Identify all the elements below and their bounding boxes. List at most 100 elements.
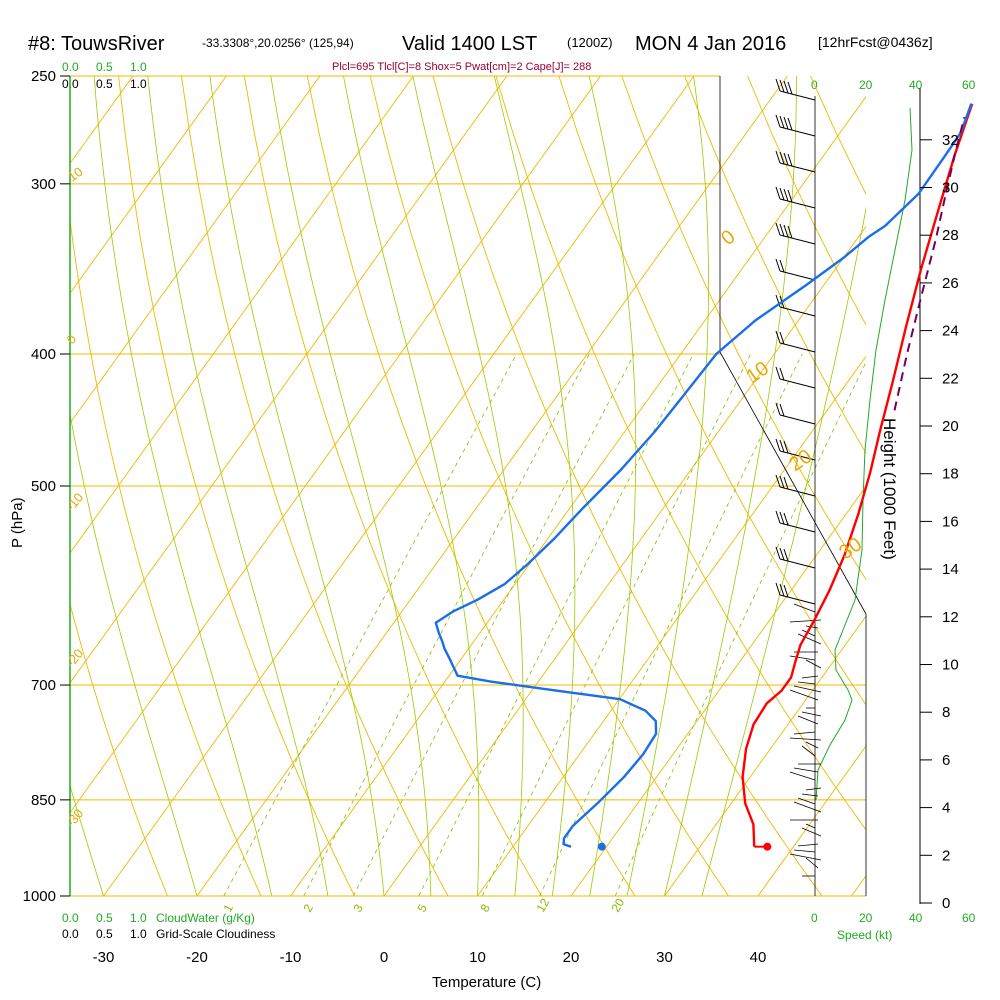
isotherm <box>664 615 866 896</box>
moist-adiabat <box>70 412 198 896</box>
svg-text:20: 20 <box>859 911 873 925</box>
station-coords: -33.3308°,20.0256° (125,94) <box>202 36 354 50</box>
wind-barb-flag <box>775 258 781 272</box>
wind-barb <box>801 711 822 717</box>
station-title: #8: TouwsRiver <box>28 33 165 55</box>
height-tick-label: 32 <box>942 132 959 149</box>
svg-text:0: 0 <box>811 911 818 925</box>
wind-barb-flag <box>779 439 785 453</box>
height-tick-label: 6 <box>942 752 950 769</box>
isotherm-label: 0 <box>717 226 740 250</box>
wind-barb-flag <box>779 547 785 561</box>
wind-barb-flag <box>779 475 785 489</box>
temperature-surface-point <box>763 842 772 851</box>
stability-indices: Plcl=695 Tlcl[C]=8 Shox=5 Pwat[cm]=2 Cap… <box>332 61 591 73</box>
height-tick-label: 28 <box>942 227 959 244</box>
moist-adiabat <box>626 76 709 896</box>
isobars <box>70 75 866 897</box>
moist-adiabats <box>70 76 866 896</box>
wind-barb-flag <box>779 583 785 597</box>
temperature-tick-label: -20 <box>186 949 208 966</box>
wind-barb <box>797 633 822 645</box>
wind-barb <box>779 270 816 281</box>
svg-text:60: 60 <box>962 78 976 92</box>
wind-barb <box>805 741 819 749</box>
wind-barb <box>779 522 816 533</box>
mixing-ratio-label: 2 <box>300 901 316 914</box>
wind-barb <box>793 767 819 773</box>
isotherm-label: 20 <box>785 445 816 476</box>
temperature-tick-label: 10 <box>469 949 486 966</box>
wind-barb-flag <box>775 438 781 452</box>
mixing-ratio-label: 8 <box>477 901 493 914</box>
mixing-ratio-line <box>614 361 866 896</box>
svg-text:20: 20 <box>859 78 873 92</box>
dry-adiabat <box>181 76 449 896</box>
wind-barb-flag <box>775 366 781 380</box>
wind-barb-flag <box>779 511 785 525</box>
wind-barb-flag <box>783 548 789 562</box>
wind-barb-flag <box>779 151 785 165</box>
svg-text:0.5: 0.5 <box>96 927 113 941</box>
isotherm <box>757 745 866 896</box>
isotherm-label: 10 <box>65 164 85 185</box>
height-tick-label: 22 <box>942 370 959 387</box>
wind-barb <box>801 827 822 837</box>
mixing-ratio-label: 5 <box>414 901 430 914</box>
isotherm <box>851 875 866 896</box>
wind-barb-flag <box>775 150 781 164</box>
wind-barb-flag <box>783 584 789 598</box>
wind-barb-flag <box>783 512 789 526</box>
pressure-tick-label: 250 <box>31 68 56 85</box>
moist-adiabat <box>270 76 432 896</box>
temperature-line <box>741 103 974 847</box>
svg-text:0.5: 0.5 <box>96 60 113 74</box>
mixing-ratio-label: 3 <box>350 901 366 914</box>
moist-adiabat <box>93 76 273 896</box>
wind-barb <box>779 378 816 389</box>
wind-barb <box>797 681 816 685</box>
height-tick-label: 2 <box>942 847 950 864</box>
dry-adiabat <box>369 76 729 896</box>
wind-barb <box>805 857 819 869</box>
isotherm-label: -10 <box>63 490 87 514</box>
height-tick-label: 24 <box>942 323 959 340</box>
wind-barb <box>789 619 822 623</box>
utc-time: (1200Z) <box>567 35 613 50</box>
wind-barb-flag <box>787 189 793 203</box>
dry-adiabat <box>495 76 866 831</box>
moist-adiabat <box>70 784 104 896</box>
wind-barb-flag <box>783 116 789 130</box>
pressure-tick-label: 400 <box>31 346 56 363</box>
svg-text:1.0: 1.0 <box>130 911 147 925</box>
moist-adiabat <box>664 76 797 896</box>
moist-adiabat <box>343 76 480 896</box>
dry-adiabat <box>306 76 636 896</box>
wind-barb-flag <box>783 80 789 94</box>
valid-time: Valid 1400 LST <box>402 33 537 55</box>
height-tick-label: 26 <box>942 275 959 292</box>
moist-adiabat <box>209 76 385 896</box>
wind-barbs <box>775 78 822 877</box>
height-tick-label: 8 <box>942 704 950 721</box>
wind-barb-flag <box>779 223 785 237</box>
dry-adiabat <box>684 76 866 454</box>
dry-adiabat <box>70 602 168 896</box>
dewpoint-surface-point <box>597 842 606 851</box>
speed-label: Speed (kt) <box>837 928 892 942</box>
wind-barb-flag <box>779 187 785 201</box>
wind-barb <box>789 655 816 661</box>
wind-barb-flag <box>775 78 781 92</box>
wind-barb <box>779 594 816 605</box>
moist-adiabat <box>147 76 329 896</box>
isotherm-label: 0 <box>64 331 80 347</box>
dry-adiabat <box>243 76 542 896</box>
wind-barb-flag <box>779 331 785 345</box>
svg-text:0.0: 0.0 <box>62 60 79 74</box>
svg-text:0.0: 0.0 <box>62 927 79 941</box>
wind-barb <box>797 797 816 805</box>
wind-barb <box>779 450 816 461</box>
wind-barb <box>789 737 822 741</box>
pressure-tick-label: 700 <box>31 677 56 694</box>
